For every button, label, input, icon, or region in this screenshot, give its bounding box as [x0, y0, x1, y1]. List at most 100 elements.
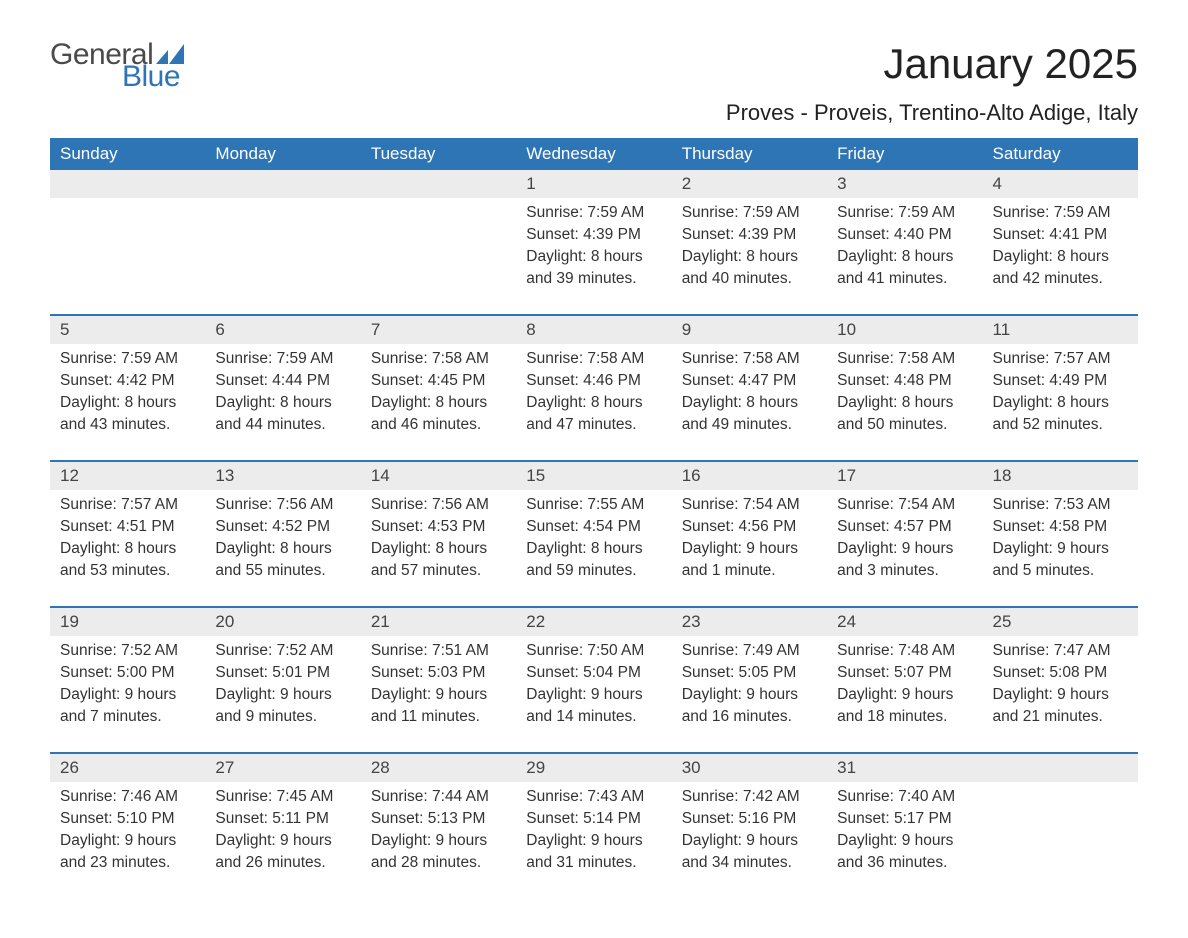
- sunset-line: Sunset: 5:07 PM: [837, 662, 972, 684]
- calendar-week-row: 12Sunrise: 7:57 AMSunset: 4:51 PMDayligh…: [50, 461, 1138, 607]
- calendar-week-row: 1Sunrise: 7:59 AMSunset: 4:39 PMDaylight…: [50, 170, 1138, 315]
- daylight-line: Daylight: 9 hours and 7 minutes.: [60, 684, 195, 728]
- calendar-table: SundayMondayTuesdayWednesdayThursdayFrid…: [50, 138, 1138, 898]
- sunrise-line: Sunrise: 7:43 AM: [526, 786, 661, 808]
- calendar-day-cell: 22Sunrise: 7:50 AMSunset: 5:04 PMDayligh…: [516, 607, 671, 753]
- calendar-day-cell: 15Sunrise: 7:55 AMSunset: 4:54 PMDayligh…: [516, 461, 671, 607]
- daylight-line: Daylight: 9 hours and 11 minutes.: [371, 684, 506, 728]
- day-content: Sunrise: 7:40 AMSunset: 5:17 PMDaylight:…: [827, 782, 982, 898]
- sunset-line: Sunset: 5:17 PM: [837, 808, 972, 830]
- daylight-line: Daylight: 9 hours and 5 minutes.: [993, 538, 1128, 582]
- calendar-day-cell: 5Sunrise: 7:59 AMSunset: 4:42 PMDaylight…: [50, 315, 205, 461]
- daylight-line: Daylight: 8 hours and 52 minutes.: [993, 392, 1128, 436]
- sunrise-line: Sunrise: 7:47 AM: [993, 640, 1128, 662]
- daylight-line: Daylight: 9 hours and 28 minutes.: [371, 830, 506, 874]
- calendar-day-cell: 3Sunrise: 7:59 AMSunset: 4:40 PMDaylight…: [827, 170, 982, 315]
- sunrise-line: Sunrise: 7:57 AM: [993, 348, 1128, 370]
- weekday-header: Monday: [205, 138, 360, 170]
- day-content: Sunrise: 7:59 AMSunset: 4:40 PMDaylight:…: [827, 198, 982, 314]
- page-header: General Blue January 2025 Proves - Prove…: [50, 40, 1138, 126]
- sunrise-line: Sunrise: 7:58 AM: [371, 348, 506, 370]
- daylight-line: Daylight: 9 hours and 36 minutes.: [837, 830, 972, 874]
- daylight-line: Daylight: 9 hours and 14 minutes.: [526, 684, 661, 728]
- weekday-header: Wednesday: [516, 138, 671, 170]
- daylight-line: Daylight: 8 hours and 59 minutes.: [526, 538, 661, 582]
- day-number: 28: [361, 754, 516, 782]
- calendar-day-cell: 9Sunrise: 7:58 AMSunset: 4:47 PMDaylight…: [672, 315, 827, 461]
- calendar-day-cell: 18Sunrise: 7:53 AMSunset: 4:58 PMDayligh…: [983, 461, 1138, 607]
- calendar-day-cell: [50, 170, 205, 315]
- daylight-line: Daylight: 9 hours and 34 minutes.: [682, 830, 817, 874]
- sunrise-line: Sunrise: 7:56 AM: [371, 494, 506, 516]
- calendar-day-cell: 26Sunrise: 7:46 AMSunset: 5:10 PMDayligh…: [50, 753, 205, 898]
- calendar-day-cell: 29Sunrise: 7:43 AMSunset: 5:14 PMDayligh…: [516, 753, 671, 898]
- sunrise-line: Sunrise: 7:58 AM: [837, 348, 972, 370]
- daylight-line: Daylight: 8 hours and 49 minutes.: [682, 392, 817, 436]
- day-number: 11: [983, 316, 1138, 344]
- day-content: Sunrise: 7:43 AMSunset: 5:14 PMDaylight:…: [516, 782, 671, 898]
- day-number: 14: [361, 462, 516, 490]
- day-number: 6: [205, 316, 360, 344]
- day-content: Sunrise: 7:48 AMSunset: 5:07 PMDaylight:…: [827, 636, 982, 752]
- sunrise-line: Sunrise: 7:45 AM: [215, 786, 350, 808]
- day-content: Sunrise: 7:54 AMSunset: 4:57 PMDaylight:…: [827, 490, 982, 606]
- daylight-line: Daylight: 8 hours and 43 minutes.: [60, 392, 195, 436]
- sunset-line: Sunset: 4:48 PM: [837, 370, 972, 392]
- calendar-day-cell: 6Sunrise: 7:59 AMSunset: 4:44 PMDaylight…: [205, 315, 360, 461]
- day-content: Sunrise: 7:59 AMSunset: 4:42 PMDaylight:…: [50, 344, 205, 460]
- calendar-week-row: 19Sunrise: 7:52 AMSunset: 5:00 PMDayligh…: [50, 607, 1138, 753]
- sunset-line: Sunset: 4:44 PM: [215, 370, 350, 392]
- day-content: Sunrise: 7:58 AMSunset: 4:45 PMDaylight:…: [361, 344, 516, 460]
- sunset-line: Sunset: 4:47 PM: [682, 370, 817, 392]
- day-content: Sunrise: 7:58 AMSunset: 4:48 PMDaylight:…: [827, 344, 982, 460]
- sunset-line: Sunset: 5:01 PM: [215, 662, 350, 684]
- weekday-header: Friday: [827, 138, 982, 170]
- calendar-day-cell: 20Sunrise: 7:52 AMSunset: 5:01 PMDayligh…: [205, 607, 360, 753]
- day-content: Sunrise: 7:56 AMSunset: 4:52 PMDaylight:…: [205, 490, 360, 606]
- sunset-line: Sunset: 5:13 PM: [371, 808, 506, 830]
- calendar-day-cell: 7Sunrise: 7:58 AMSunset: 4:45 PMDaylight…: [361, 315, 516, 461]
- weekday-header: Sunday: [50, 138, 205, 170]
- sunrise-line: Sunrise: 7:57 AM: [60, 494, 195, 516]
- sunrise-line: Sunrise: 7:52 AM: [60, 640, 195, 662]
- sunset-line: Sunset: 4:49 PM: [993, 370, 1128, 392]
- day-number: 22: [516, 608, 671, 636]
- day-number: 9: [672, 316, 827, 344]
- day-number: [983, 754, 1138, 782]
- daylight-line: Daylight: 8 hours and 39 minutes.: [526, 246, 661, 290]
- sunset-line: Sunset: 4:52 PM: [215, 516, 350, 538]
- calendar-day-cell: [361, 170, 516, 315]
- day-content: Sunrise: 7:54 AMSunset: 4:56 PMDaylight:…: [672, 490, 827, 606]
- daylight-line: Daylight: 8 hours and 41 minutes.: [837, 246, 972, 290]
- sunrise-line: Sunrise: 7:59 AM: [682, 202, 817, 224]
- daylight-line: Daylight: 9 hours and 26 minutes.: [215, 830, 350, 874]
- weekday-header: Tuesday: [361, 138, 516, 170]
- day-number: 12: [50, 462, 205, 490]
- calendar-day-cell: 12Sunrise: 7:57 AMSunset: 4:51 PMDayligh…: [50, 461, 205, 607]
- day-number: 1: [516, 170, 671, 198]
- day-number: 8: [516, 316, 671, 344]
- calendar-day-cell: 28Sunrise: 7:44 AMSunset: 5:13 PMDayligh…: [361, 753, 516, 898]
- location-text: Proves - Proveis, Trentino-Alto Adige, I…: [726, 100, 1138, 126]
- title-block: January 2025 Proves - Proveis, Trentino-…: [726, 40, 1138, 126]
- day-content: Sunrise: 7:50 AMSunset: 5:04 PMDaylight:…: [516, 636, 671, 752]
- calendar-day-cell: 21Sunrise: 7:51 AMSunset: 5:03 PMDayligh…: [361, 607, 516, 753]
- day-number: 19: [50, 608, 205, 636]
- day-content: Sunrise: 7:55 AMSunset: 4:54 PMDaylight:…: [516, 490, 671, 606]
- sunrise-line: Sunrise: 7:42 AM: [682, 786, 817, 808]
- calendar-day-cell: 24Sunrise: 7:48 AMSunset: 5:07 PMDayligh…: [827, 607, 982, 753]
- day-content: Sunrise: 7:59 AMSunset: 4:39 PMDaylight:…: [516, 198, 671, 314]
- calendar-day-cell: [983, 753, 1138, 898]
- sunrise-line: Sunrise: 7:54 AM: [682, 494, 817, 516]
- sunset-line: Sunset: 5:11 PM: [215, 808, 350, 830]
- day-content: Sunrise: 7:49 AMSunset: 5:05 PMDaylight:…: [672, 636, 827, 752]
- day-number: 16: [672, 462, 827, 490]
- daylight-line: Daylight: 9 hours and 21 minutes.: [993, 684, 1128, 728]
- logo-blue-text: Blue: [122, 62, 184, 92]
- calendar-day-cell: 8Sunrise: 7:58 AMSunset: 4:46 PMDaylight…: [516, 315, 671, 461]
- sunrise-line: Sunrise: 7:56 AM: [215, 494, 350, 516]
- calendar-day-cell: 17Sunrise: 7:54 AMSunset: 4:57 PMDayligh…: [827, 461, 982, 607]
- day-number: 18: [983, 462, 1138, 490]
- sunset-line: Sunset: 4:58 PM: [993, 516, 1128, 538]
- day-number: 21: [361, 608, 516, 636]
